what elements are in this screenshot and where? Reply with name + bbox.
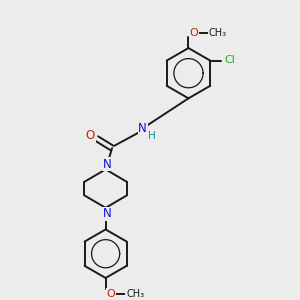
Text: Cl: Cl — [224, 55, 235, 65]
Text: N: N — [103, 158, 112, 170]
Text: N: N — [103, 207, 112, 220]
Text: H: H — [148, 131, 156, 141]
Text: O: O — [189, 28, 198, 38]
Text: O: O — [106, 289, 115, 299]
Text: N: N — [138, 122, 147, 135]
Text: CH₃: CH₃ — [209, 28, 227, 38]
Text: CH₃: CH₃ — [126, 289, 144, 299]
Text: O: O — [85, 129, 95, 142]
